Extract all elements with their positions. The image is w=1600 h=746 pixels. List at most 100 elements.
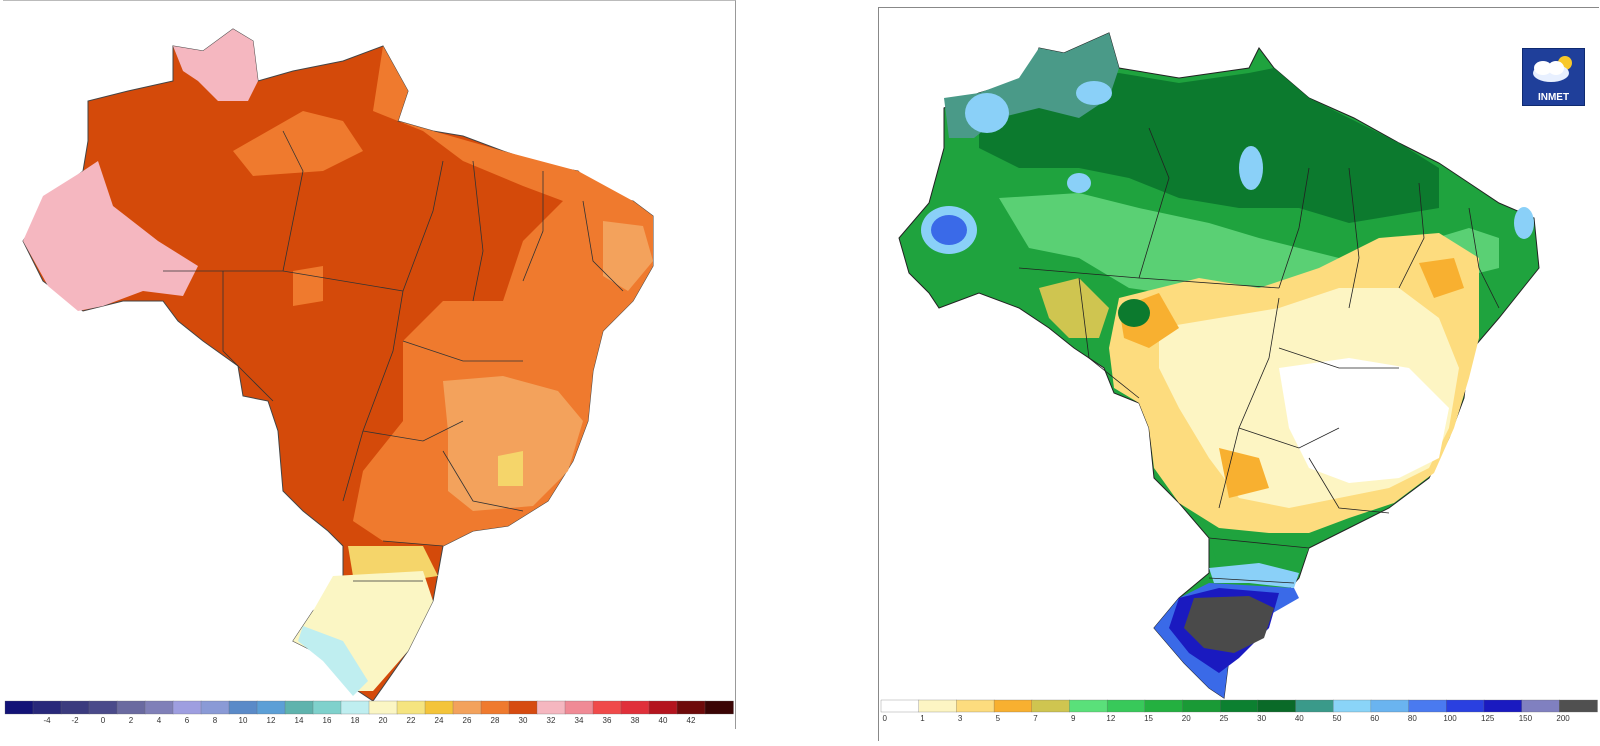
light-blue-spot-4 bbox=[1067, 173, 1091, 193]
legend-swatch bbox=[284, 700, 314, 715]
light-blue-spot-2 bbox=[1076, 81, 1112, 105]
legend-label: 20 bbox=[1182, 714, 1191, 723]
legend-swatch bbox=[32, 700, 62, 715]
legend-swatch bbox=[993, 699, 1033, 713]
legend-label: 24 bbox=[435, 716, 444, 725]
legend-swatch bbox=[368, 700, 398, 715]
legend-swatch bbox=[1483, 699, 1523, 713]
legend-swatch bbox=[452, 700, 482, 715]
inmet-label: INMET bbox=[1537, 92, 1570, 103]
legend-swatch bbox=[704, 700, 734, 715]
olive-region bbox=[1039, 278, 1109, 338]
legend-swatch bbox=[144, 700, 174, 715]
legend-label: 6 bbox=[185, 716, 190, 725]
legend-label: 36 bbox=[603, 716, 612, 725]
precipitation-map: 0 1 3 5 7 9 12 15 20 25 30 40 50 60 80 100 125 150 200 bbox=[880, 32, 1598, 723]
cream-region-south bbox=[293, 571, 433, 691]
legend-swatch bbox=[676, 700, 706, 715]
legend-swatch bbox=[508, 700, 538, 715]
legend-swatch bbox=[424, 700, 454, 715]
legend-swatch bbox=[1069, 699, 1108, 713]
legend-label: 20 bbox=[379, 716, 388, 725]
light-blue-spot-1 bbox=[965, 93, 1009, 133]
legend-label: 100 bbox=[1443, 714, 1457, 723]
legend-label: 1 bbox=[920, 714, 925, 723]
light-blue-spot-ne bbox=[1514, 207, 1534, 239]
legend-swatch bbox=[340, 700, 370, 715]
light-blue-spot-3 bbox=[1239, 146, 1263, 190]
legend-label: 0 bbox=[883, 714, 888, 723]
legend-swatch bbox=[880, 699, 920, 713]
legend-label: 200 bbox=[1556, 714, 1570, 723]
legend-swatch bbox=[918, 699, 958, 713]
legend-label: 0 bbox=[101, 716, 106, 725]
legend-swatch bbox=[1333, 699, 1372, 713]
legend-swatch bbox=[396, 700, 426, 715]
legend-swatch bbox=[956, 699, 995, 713]
legend-swatch bbox=[564, 700, 594, 715]
legend-swatch bbox=[480, 700, 510, 715]
legend-label: 150 bbox=[1519, 714, 1533, 723]
legend-label: -4 bbox=[43, 716, 51, 725]
legend-label: 25 bbox=[1219, 714, 1228, 723]
legend-label: 12 bbox=[1106, 714, 1115, 723]
legend-swatch bbox=[1220, 699, 1259, 713]
temperature-legend: -4 -2 0 2 4 6 8 10 12 14 16 18 20 22 24 26 28 30 32 34 36 38 4… bbox=[4, 700, 734, 725]
legend-label: -2 bbox=[71, 716, 79, 725]
state-borders-precip bbox=[1018, 127, 1500, 584]
inmet-logo: INMET bbox=[1522, 48, 1585, 106]
orange-patch-2 bbox=[1219, 448, 1269, 498]
legend-label: 22 bbox=[407, 716, 416, 725]
legend-label: 34 bbox=[575, 716, 584, 725]
legend-label: 80 bbox=[1408, 714, 1417, 723]
state-borders bbox=[163, 130, 624, 582]
legend-label: 7 bbox=[1033, 714, 1038, 723]
legend-swatch bbox=[4, 700, 34, 715]
legend-label: 60 bbox=[1370, 714, 1379, 723]
legend-label: 125 bbox=[1481, 714, 1495, 723]
blue-spot-west-inner bbox=[931, 215, 967, 245]
legend-swatch bbox=[1446, 699, 1485, 713]
legend-swatch bbox=[648, 700, 678, 715]
legend-swatch bbox=[1408, 699, 1447, 713]
legend-swatch bbox=[1257, 699, 1297, 713]
legend-swatch bbox=[592, 700, 622, 715]
legend-swatch bbox=[1295, 699, 1334, 713]
cyan-region-south bbox=[298, 626, 368, 696]
dark-green-spot bbox=[1118, 299, 1150, 327]
gray-region-south bbox=[1184, 596, 1274, 653]
legend-label: 12 bbox=[267, 716, 276, 725]
legend-swatch bbox=[1370, 699, 1410, 713]
legend-swatch bbox=[1182, 699, 1221, 713]
legend-swatch bbox=[312, 700, 342, 715]
legend-label: 42 bbox=[687, 716, 696, 725]
legend-label: 18 bbox=[351, 716, 360, 725]
precipitation-map-panel: 0 1 3 5 7 9 12 15 20 25 30 40 50 60 80 100 125 150 200 INM… bbox=[878, 7, 1599, 741]
legend-label: 4 bbox=[157, 716, 162, 725]
precipitation-legend: 0 1 3 5 7 9 12 15 20 25 30 40 50 60 80 100 125 150 200 bbox=[880, 699, 1598, 723]
cloud-sun-icon bbox=[1533, 56, 1572, 82]
legend-label: 40 bbox=[1295, 714, 1304, 723]
legend-swatch bbox=[1559, 699, 1598, 713]
legend-swatch bbox=[1521, 699, 1560, 713]
legend-swatch bbox=[116, 700, 146, 715]
yellow-spot-se bbox=[498, 451, 523, 486]
legend-label: 16 bbox=[323, 716, 332, 725]
legend-swatch bbox=[172, 700, 202, 715]
legend-swatch bbox=[60, 700, 90, 715]
white-region-central bbox=[1279, 358, 1449, 483]
legend-label: 30 bbox=[519, 716, 528, 725]
pink-region-west bbox=[23, 161, 198, 311]
legend-swatch bbox=[228, 700, 258, 715]
legend-label: 10 bbox=[239, 716, 248, 725]
legend-label: 50 bbox=[1333, 714, 1342, 723]
light-orange-region-ne bbox=[603, 221, 653, 291]
legend-label: 15 bbox=[1144, 714, 1153, 723]
legend-label: 30 bbox=[1257, 714, 1266, 723]
legend-swatch bbox=[620, 700, 650, 715]
legend-label: 14 bbox=[295, 716, 304, 725]
legend-label: 2 bbox=[129, 716, 134, 725]
legend-label: 28 bbox=[491, 716, 500, 725]
orange-region-spot bbox=[293, 266, 323, 306]
legend-swatch bbox=[1106, 699, 1146, 713]
